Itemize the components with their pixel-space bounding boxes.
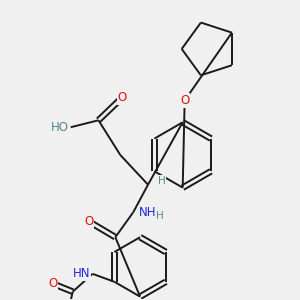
Text: O: O — [48, 277, 58, 290]
Text: H: H — [156, 212, 164, 221]
Text: O: O — [84, 215, 93, 228]
Text: O: O — [118, 91, 127, 104]
Text: HN: HN — [73, 267, 91, 280]
Text: HO: HO — [51, 121, 69, 134]
Text: NH: NH — [139, 206, 157, 219]
Text: O: O — [180, 94, 189, 107]
Text: H: H — [158, 176, 166, 186]
